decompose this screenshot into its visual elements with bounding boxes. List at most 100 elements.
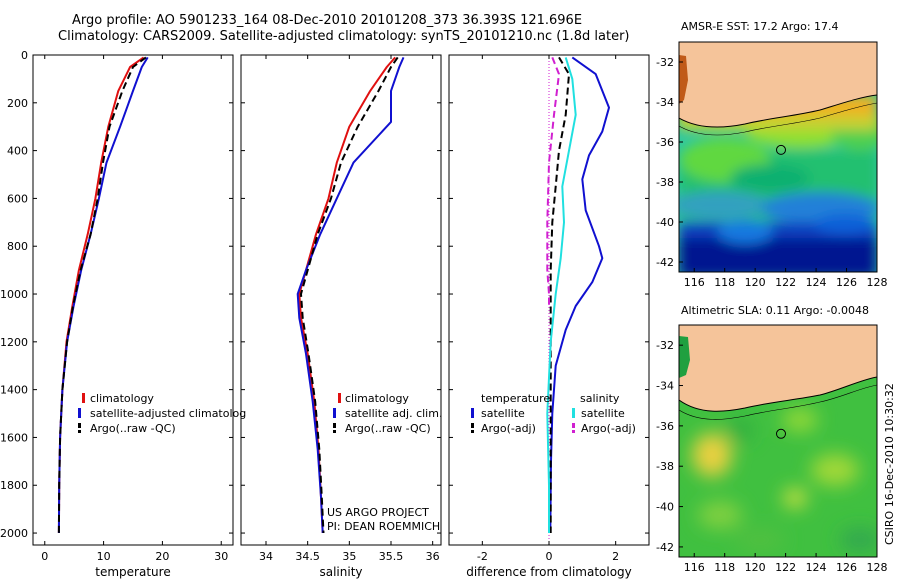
x-axis-label: temperature (95, 565, 170, 579)
x-tick-label: 30 (214, 550, 228, 563)
legend-swatch-satellite-temp (471, 408, 474, 418)
map-y-tick-label: -40 (656, 216, 674, 229)
map-y-tick-label: -32 (656, 339, 674, 352)
sla-argo-marker (776, 428, 786, 439)
map-y-tick-label: -38 (656, 176, 674, 189)
header-line-1: Argo profile: AO 5901233_164 08-Dec-2010… (72, 13, 582, 28)
series-line-satellite-adjusted-climatolog (57, 56, 149, 534)
series-line-argo-raw-qc- (57, 56, 147, 534)
sst-map-title: AMSR-E SST: 17.2 Argo: 17.4 (681, 20, 839, 33)
map-x-tick-label: 116 (684, 276, 705, 289)
map-x-tick-label: 124 (806, 276, 827, 289)
y-tick-label: 1000 (0, 288, 28, 301)
legend-swatch-argo (78, 423, 81, 428)
series-line-climatology (57, 56, 145, 534)
map-x-tick-label: 118 (714, 561, 735, 574)
legend-label: Argo(..raw -QC) (90, 422, 176, 435)
y-tick-label: 1400 (0, 384, 28, 397)
legend-swatch-argo-temp (471, 423, 474, 428)
sla-map-axes: 116 118 120 122 124 126 128 -32 -34 -36 -38 -40 -42 (656, 339, 887, 574)
series-line-satellite-adj-clim- (296, 56, 405, 534)
salinity-panel: 34 34.5 35 35.5 36 salinity (240, 54, 442, 579)
map-y-tick-label: -36 (656, 420, 674, 433)
series-line-argo-adj- (549, 56, 570, 533)
series-line-satellite (549, 56, 610, 534)
legend-swatch-satellite-sal (572, 408, 575, 418)
map-x-tick-label: 118 (714, 276, 735, 289)
map-x-tick-label: 128 (867, 561, 888, 574)
map-y-tick-label: -34 (656, 96, 674, 109)
legend-label: satellite-adjusted climatolog (90, 407, 246, 420)
header-line-2: Climatology: CARS2009. Satellite-adjuste… (58, 29, 630, 44)
x-tick-label: 0 (546, 550, 553, 563)
y-tick-label: 1600 (0, 431, 28, 444)
x-tick-label: 0 (41, 550, 48, 563)
legend-label: satellite (581, 407, 625, 420)
x-tick-label: 2 (612, 550, 619, 563)
x-tick-label: 35 (342, 550, 356, 563)
difference-panel: -2 0 2 difference from climatology (448, 54, 650, 579)
y-tick-label: 1200 (0, 336, 28, 349)
map-y-tick-label: -32 (656, 56, 674, 69)
map-y-tick-label: -38 (656, 460, 674, 473)
legend-label: climatology (90, 392, 154, 405)
legend-heading: salinity (580, 392, 620, 405)
legend-label: satellite (481, 407, 525, 420)
map-x-tick-label: 124 (806, 561, 827, 574)
x-tick-label: 20 (155, 550, 169, 563)
x-axis-label: difference from climatology (466, 565, 632, 579)
y-tick-label: 400 (7, 145, 28, 158)
series-line-argo-adj- (546, 57, 560, 306)
x-tick-label: 10 (97, 550, 111, 563)
map-x-tick-label: 122 (775, 276, 796, 289)
legend-label: Argo(..raw -QC) (345, 422, 431, 435)
pi-label: PI: DEAN ROEMMICH (327, 520, 440, 533)
map-y-tick-label: -34 (656, 380, 674, 393)
map-y-tick-label: -40 (656, 501, 674, 514)
panel-frame (240, 54, 442, 546)
legend-swatch-climatology (82, 393, 85, 403)
y-tick-label: 800 (7, 240, 28, 253)
salinity-legend: climatology satellite adj. clim. Argo(..… (333, 392, 442, 435)
map-y-tick-label: -42 (656, 256, 674, 269)
map-x-tick-label: 126 (836, 561, 857, 574)
sla-map (679, 325, 877, 557)
legend-swatch-argo-sal (572, 423, 575, 428)
x-tick-label: 36 (426, 550, 440, 563)
x-tick-label: 35.5 (379, 550, 404, 563)
map-x-tick-label: 128 (867, 276, 888, 289)
series-line-argo-raw-qc- (300, 56, 399, 534)
x-axis-label: salinity (319, 565, 362, 579)
sst-argo-marker (776, 144, 786, 155)
map-x-tick-label: 126 (836, 276, 857, 289)
legend-swatch-argo (333, 423, 336, 428)
temperature-legend: climatology satellite-adjusted climatolo… (78, 392, 246, 435)
map-x-tick-label: 120 (745, 561, 766, 574)
credit-label: CSIRO 16-Dec-2010 10:30:32 (883, 383, 896, 545)
legend-swatch-satellite (333, 408, 336, 418)
map-x-tick-label: 120 (745, 276, 766, 289)
legend-heading: temperature (481, 392, 550, 405)
series-line-climatology (298, 56, 396, 534)
series-line-satellite (546, 57, 577, 533)
x-tick-label: -2 (477, 550, 488, 563)
y-tick-label: 0 (21, 49, 28, 62)
map-x-tick-label: 122 (775, 561, 796, 574)
sst-map-axes: 116 118 120 122 124 126 128 -32 -34 -36 -38 -40 -42 (656, 56, 887, 289)
map-x-tick-label: 116 (684, 561, 705, 574)
map-y-tick-label: -42 (656, 541, 674, 554)
sst-map (679, 42, 877, 272)
sla-map-title: Altimetric SLA: 0.11 Argo: -0.0048 (681, 304, 869, 317)
x-tick-label: 34.5 (295, 550, 320, 563)
y-tick-label: 1800 (0, 479, 28, 492)
legend-swatch-satellite (78, 408, 81, 418)
y-tick-label: 600 (7, 192, 28, 205)
difference-legend: temperature satellite Argo(-adj) salinit… (471, 392, 636, 435)
map-y-tick-label: -36 (656, 136, 674, 149)
y-tick-label: 200 (7, 97, 28, 110)
legend-label: climatology (345, 392, 409, 405)
legend-swatch-climatology (338, 393, 341, 403)
panel-frame (32, 54, 234, 546)
x-tick-label: 34 (259, 550, 273, 563)
